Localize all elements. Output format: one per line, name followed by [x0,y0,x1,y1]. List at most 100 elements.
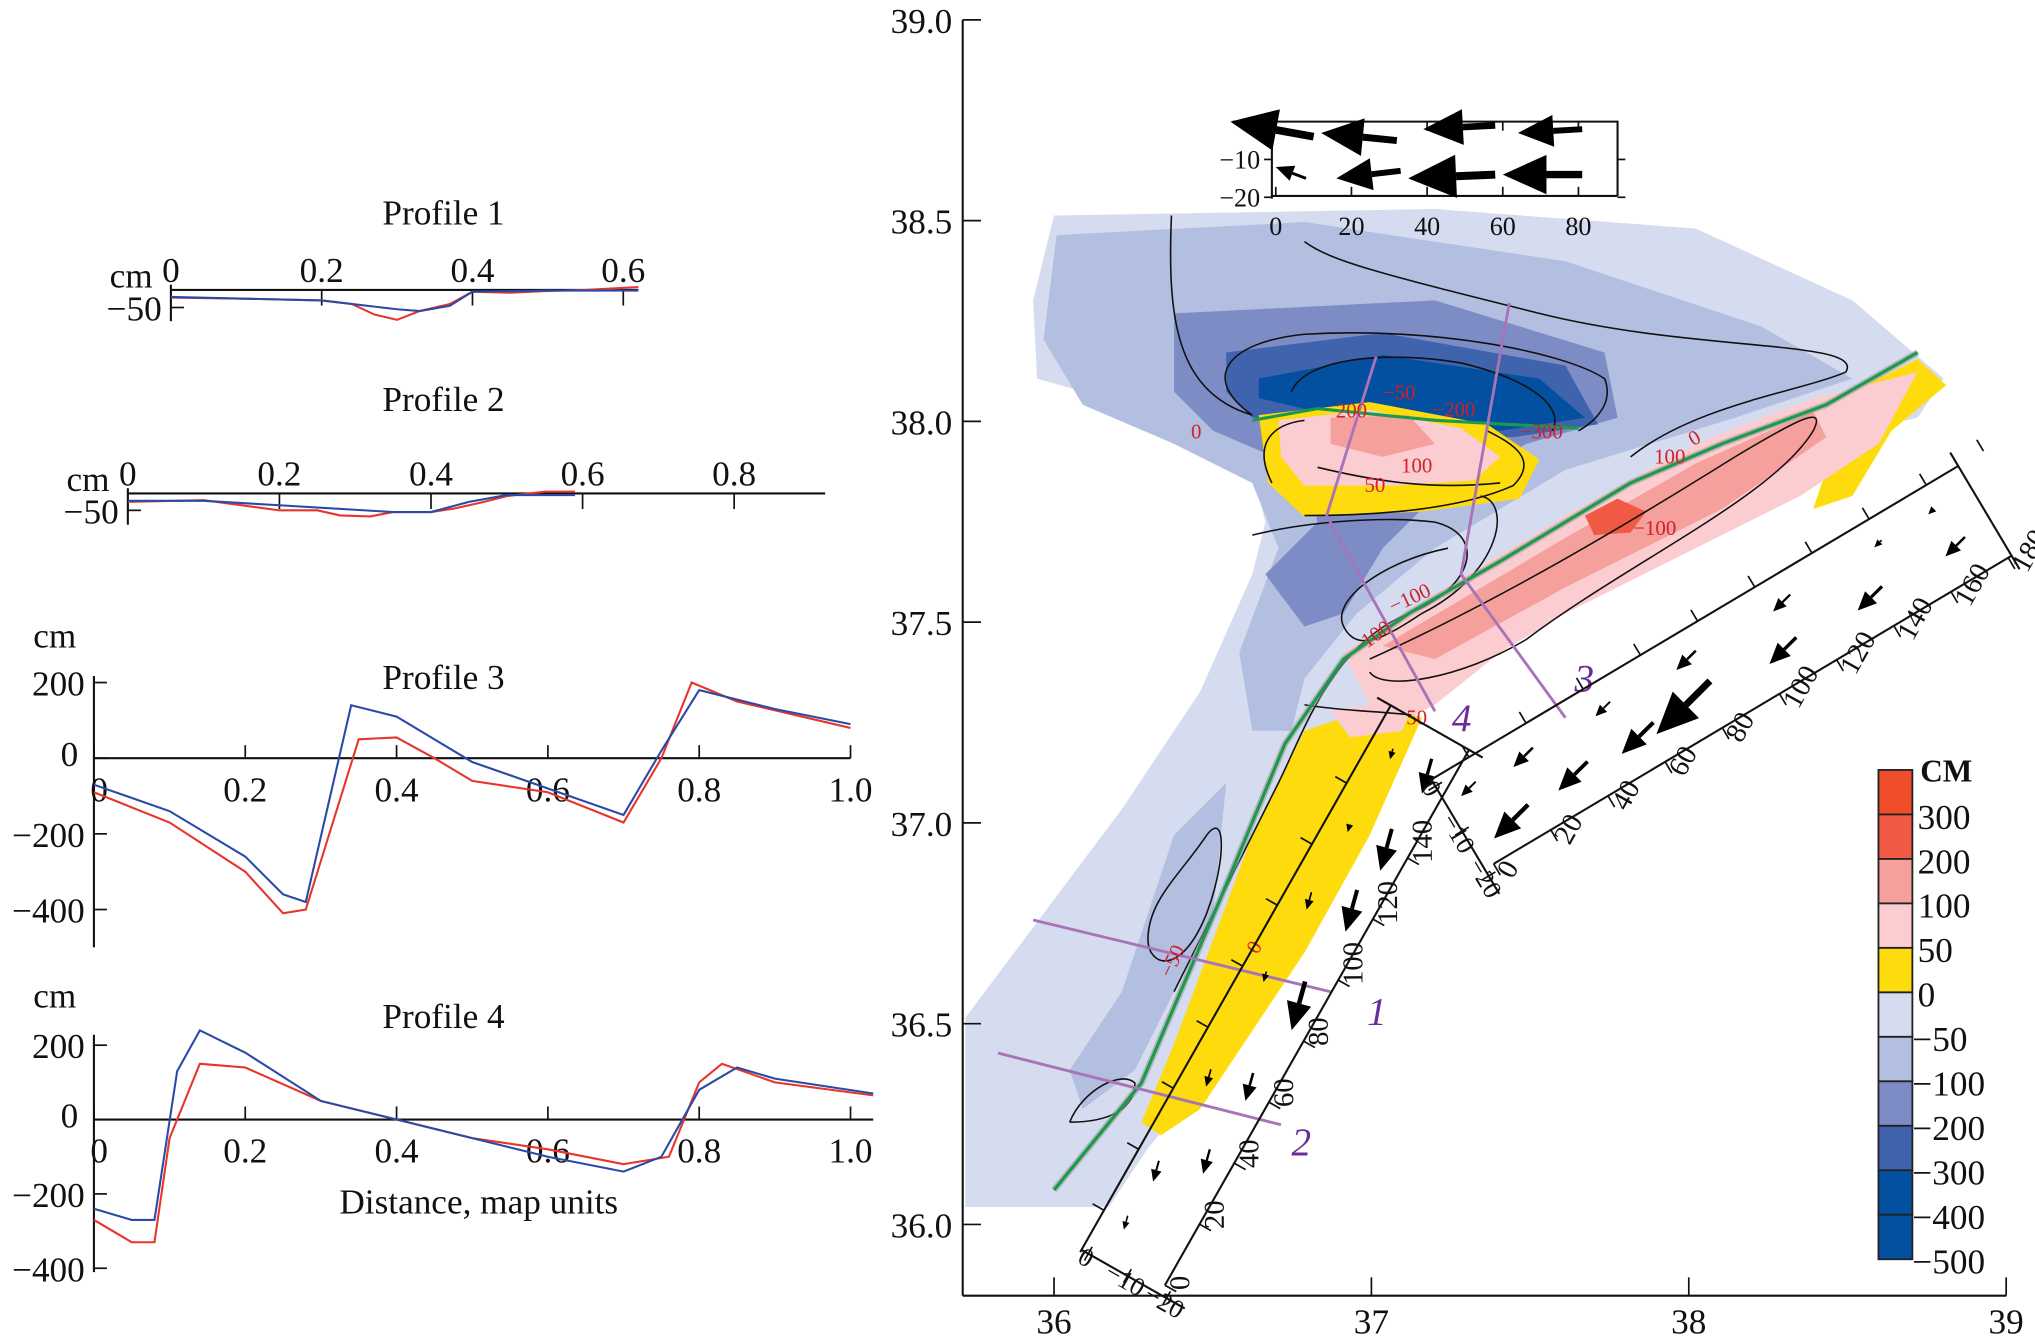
map-y-tick-label: 36.5 [891,1006,953,1045]
inset-arrow-shaft [1455,170,1496,181]
displacement-arrow-shaft [1781,593,1791,603]
profile-title: Profile 4 [382,997,505,1036]
strip-tick-label: 80 [1303,1017,1335,1046]
displacement-arrow-shaft [1869,585,1884,599]
contour-label: −200 [1432,397,1475,421]
strip-end-cap [1376,696,1484,759]
strip-tick [1492,863,1502,876]
displacement-arrow-shaft [1955,536,1966,547]
strip-tick [1233,1162,1246,1171]
strip-tick-label: 40 [1233,1139,1265,1168]
contour-label: 200 [1336,399,1367,423]
profile-line-2 [997,1051,1282,1127]
strip-tick [1664,761,1673,774]
colorbar-swatch [1877,946,1914,994]
x-tick-label: 0.8 [677,1132,721,1171]
x-tick-label: 0 [90,1132,108,1171]
colorbar-swatch [1877,813,1914,860]
strip-tick-label: 140 [1407,820,1439,863]
inset-arrow-shaft [1553,126,1583,134]
strip-tick [1407,857,1420,866]
series-line-2 [93,688,851,904]
displacement-arrow-head [1656,691,1700,735]
displacement-arrow-head [1418,772,1436,794]
displacement-arrow-head [1494,811,1522,839]
displacement-arrow-shaft [1264,971,1268,975]
strip-tick-label: 40 [1605,775,1647,816]
strip-tick-label: 20 [1199,1200,1231,1229]
fault-line-main [1052,351,1919,1191]
displacement-arrow-shaft [1686,649,1697,661]
colorbar-swatch [1877,1169,1914,1216]
inset-arrow-head [1408,154,1457,198]
strip-baseline-tick [1632,643,1642,656]
contour-label: 100 [1654,444,1685,468]
profile-title: Profile 1 [382,194,504,233]
strip-tick-label: 160 [1948,558,1997,611]
inset-arrow-head [1321,118,1365,156]
strip-cross-tick [1454,826,1470,836]
colorbar-label: 0 [1918,976,1936,1015]
y-tick-label: 200 [32,665,85,704]
strip-baseline-tick [1976,439,1985,452]
inset-x-tick-label: 60 [1490,212,1516,241]
displacement-arrow-shaft [1637,720,1655,738]
inset-arrow-shaft [1362,133,1398,144]
x-tick-label: 0.2 [300,251,344,290]
inset-arrow-head [1502,154,1547,195]
displacement-arrow-head [1945,540,1961,557]
x-tick-label: 0.4 [375,770,419,809]
series-line-2 [127,494,576,514]
displacement-arrow-head [1346,823,1354,833]
inset-arrow-shaft [1291,171,1307,180]
strip-tick-label: 20 [1548,809,1590,850]
strip-axis-numbered [1163,749,1470,1286]
inset-arrow-head [1230,109,1280,151]
displacement-arrow-head [1513,751,1529,767]
contour-line [1304,703,1412,716]
strip-tick [1835,659,1845,672]
x-tick-label: 0.4 [450,251,494,290]
displacement-arrow-shaft [1602,701,1611,709]
strip-axis-baseline [1428,465,1959,782]
displacement-arrow-shaft [1205,1148,1211,1161]
series-line-2 [170,289,639,313]
series-line-1 [93,681,851,915]
displacement-arrow-shaft [1879,539,1883,543]
strip-cross-axis [1430,778,1501,895]
region-zero-strip [1141,704,1422,1136]
y-tick-label: 0 [61,735,79,774]
profile-line-4 [1325,355,1437,712]
colorbar-swatch [1877,902,1914,949]
colorbar-unit: СМ [1920,754,1972,789]
contour-label: 50 [1406,705,1427,729]
strip-tick [1268,1101,1281,1110]
profile-4: Profile 40 0.2 0.4 0.6 0.8 1.02000−200−400cmD… [12,976,874,1289]
map-y-tick-label: 38.0 [891,403,953,442]
strip-cross-tick [1122,1268,1133,1284]
strip-end-cap [1949,452,2021,570]
contour-label: −100 [1633,516,1676,540]
colorbar-swatch [1877,769,1914,816]
profile-title: Profile 2 [382,380,504,419]
displacement-arrow-head [1376,844,1397,871]
displacement-arrow-shaft [1308,892,1313,901]
x-tick-label: 0.4 [409,455,453,494]
strip-tick [2007,557,2016,570]
strip-tick [1721,727,1730,740]
colorbar-label: −500 [1912,1243,1985,1282]
contour-line [1224,332,1608,432]
displacement-arrow-shaft [1511,803,1530,822]
map-x-tick-label: 37 [1354,1302,1389,1339]
colorbar: СМ 300 200 100 50 0 −50 −100 −200 −300 −400 −500 [1877,754,1985,1282]
y-tick-label: −200 [12,816,85,855]
displacement-arrow-shaft [1783,636,1798,651]
colorbar-label: 300 [1918,798,1971,837]
displacement-arrow-shaft [1350,889,1360,910]
x-axis-label: Distance, map units [339,1182,618,1221]
contour-label: −50 [1383,380,1416,404]
displacement-arrow-shaft [1384,828,1394,849]
strip-cross-tick [1083,1246,1093,1261]
profile-line-label-2: 2 [1291,1121,1311,1164]
